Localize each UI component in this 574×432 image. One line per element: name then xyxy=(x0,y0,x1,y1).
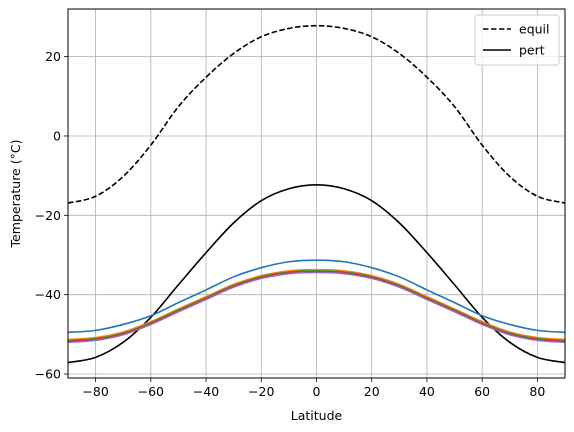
x-tick-label: −80 xyxy=(82,384,108,399)
y-tick-label: 20 xyxy=(45,49,61,64)
x-tick-label: 80 xyxy=(529,384,545,399)
y-axis-label: Temperature (°C) xyxy=(8,140,23,249)
x-tick-label: 20 xyxy=(364,384,380,399)
x-tick-label: 40 xyxy=(419,384,435,399)
legend: equil pert xyxy=(474,14,560,66)
x-tick-label: −20 xyxy=(248,384,274,399)
x-tick-label: 0 xyxy=(313,384,321,399)
ticks: −80 −60 −40 −20 0 20 40 60 80 −60 −40 −20 0 20 xyxy=(35,49,546,399)
y-tick-label: 0 xyxy=(53,128,61,143)
series-line-equil xyxy=(68,24,565,204)
x-tick-label: 60 xyxy=(474,384,490,399)
x-axis-label: Latitude xyxy=(291,408,343,423)
legend-box xyxy=(474,14,560,66)
x-tick-label: −60 xyxy=(138,384,164,399)
series-line-pert xyxy=(68,183,565,364)
grid xyxy=(68,9,565,378)
legend-label-equil: equil xyxy=(519,22,550,37)
y-tick-label: −20 xyxy=(35,208,61,223)
series-line-series-2 xyxy=(68,259,565,334)
x-tick-label: −40 xyxy=(193,384,219,399)
y-tick-label: −40 xyxy=(35,287,61,302)
series-line-series-6 xyxy=(68,271,565,344)
legend-label-pert: pert xyxy=(519,43,545,58)
series-line-series-3 xyxy=(68,268,565,341)
y-tick-label: −60 xyxy=(35,367,61,382)
series-layer xyxy=(68,24,565,364)
